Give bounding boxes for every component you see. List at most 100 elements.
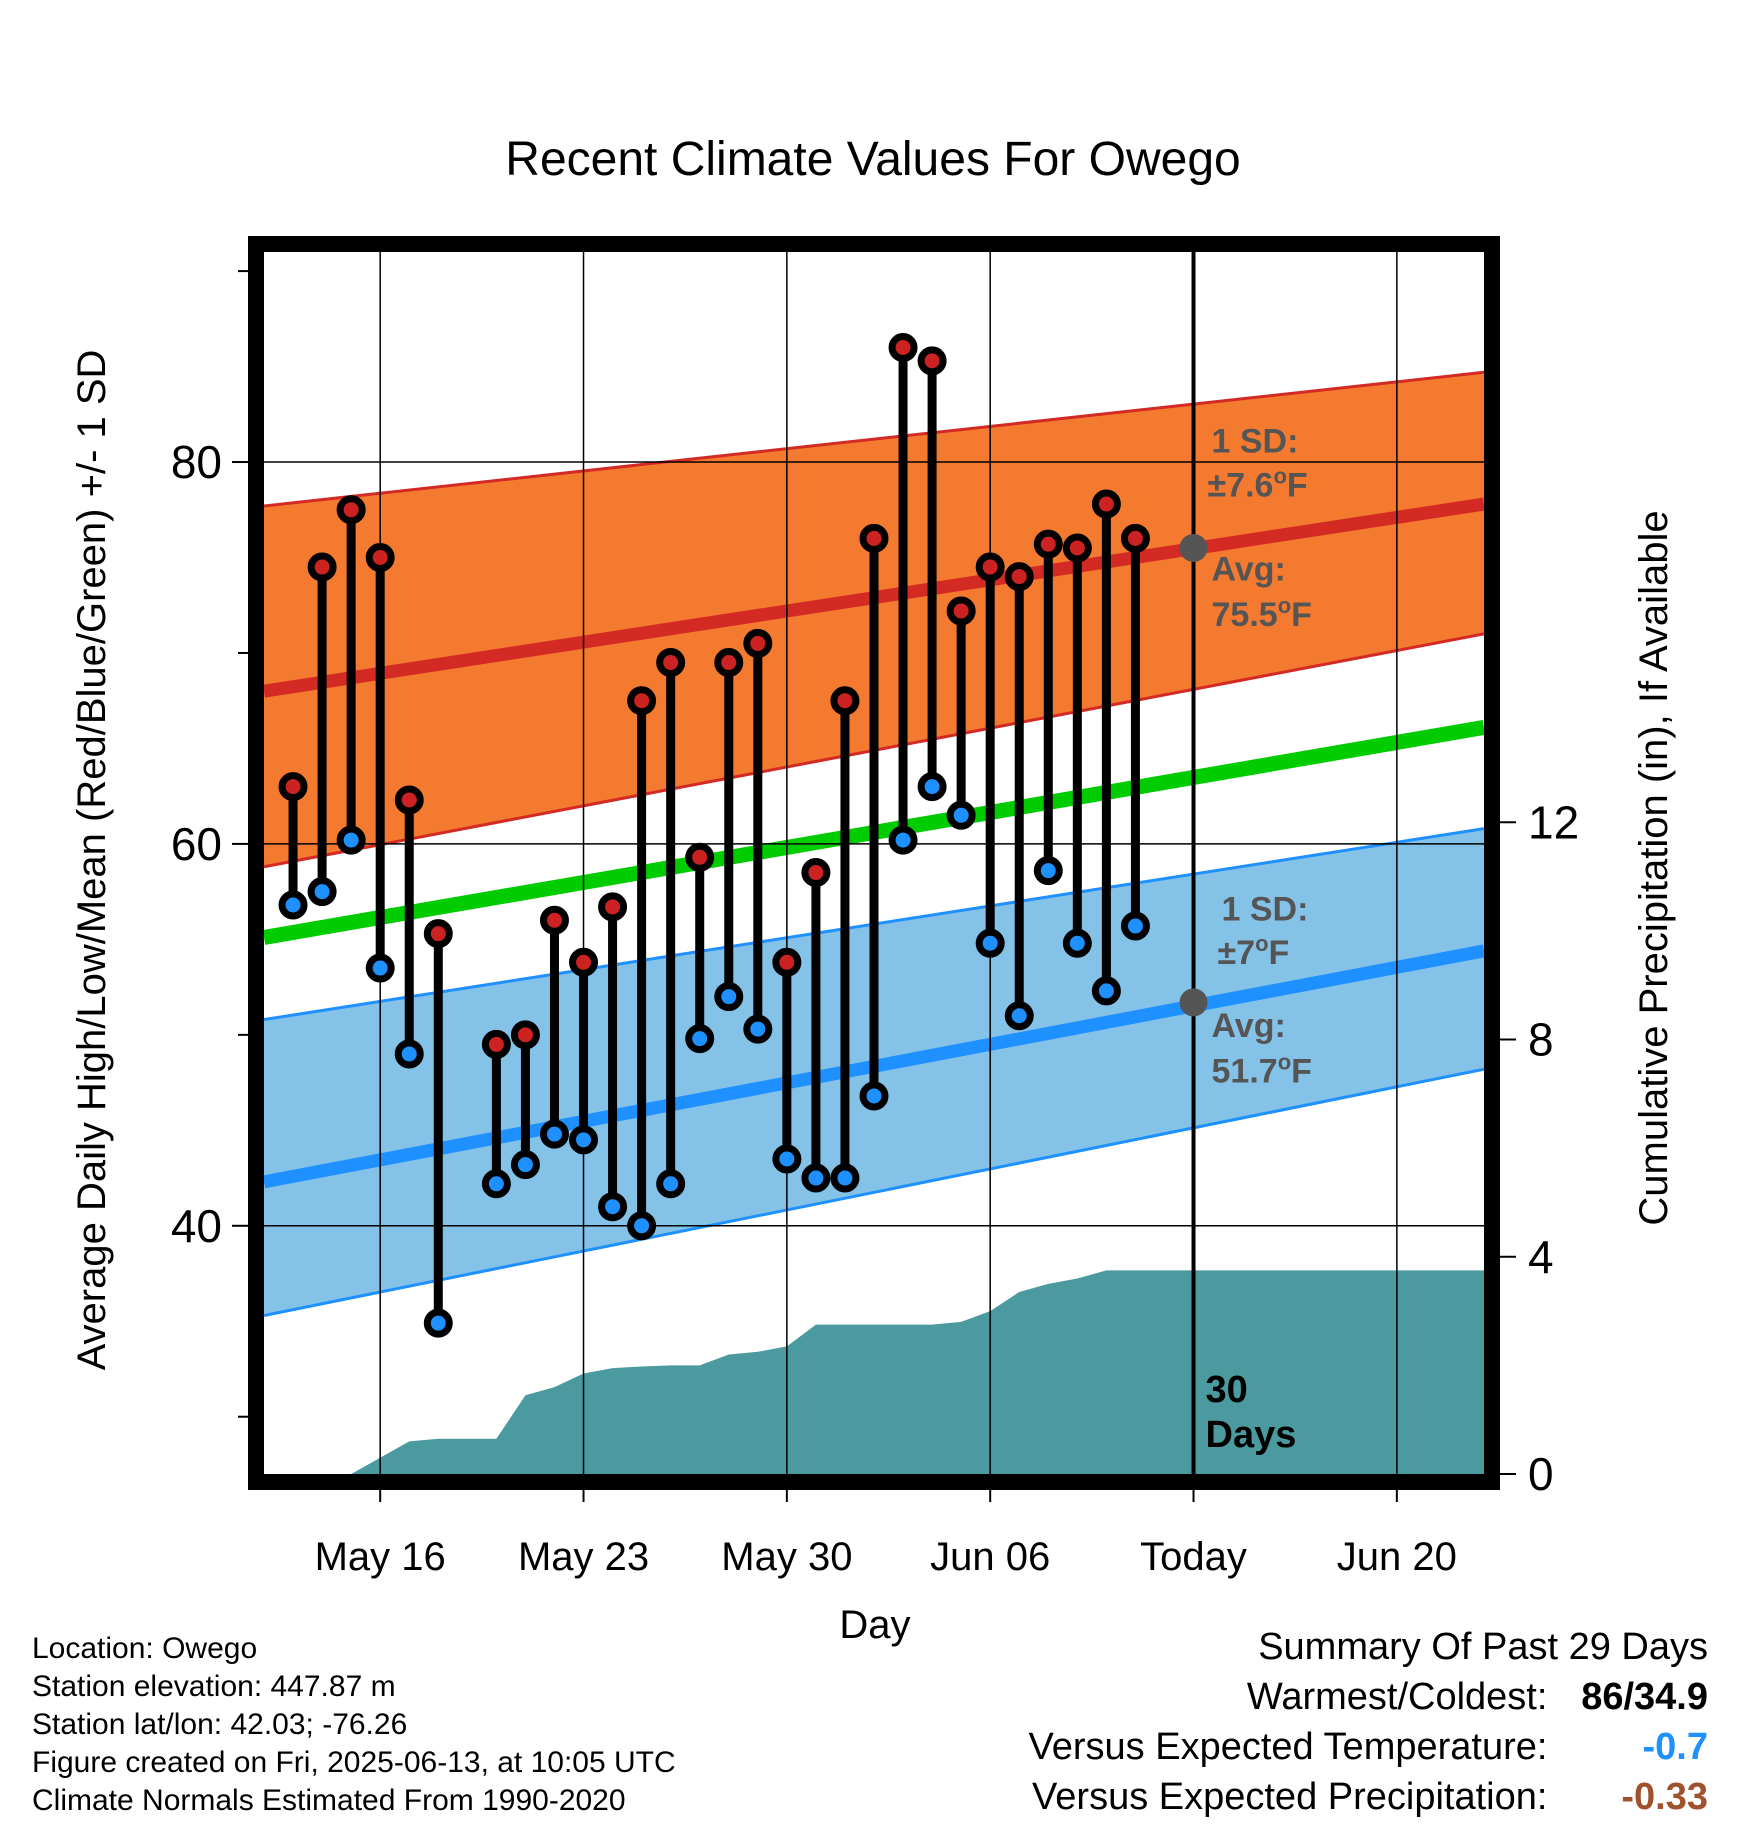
today-low-normal-marker xyxy=(1179,988,1208,1017)
daily-high-point xyxy=(656,648,686,678)
daily-high-point xyxy=(278,772,308,802)
latlon-text: Station lat/lon: 42.03; -76.26 xyxy=(32,1708,408,1741)
daily-high-point xyxy=(946,596,976,626)
low-sd-value: ±7oF xyxy=(1218,931,1290,972)
daily-low-point xyxy=(888,825,918,855)
summary-warmest-row: Warmest/Coldest: 86/34.9 xyxy=(1029,1672,1708,1722)
daily-low-point xyxy=(975,928,1005,958)
daily-low-point xyxy=(336,825,366,855)
daily-low-point xyxy=(772,1144,802,1174)
y2-tick-label: 4 xyxy=(1528,1231,1554,1283)
daily-high-point xyxy=(714,648,744,678)
daily-low-point xyxy=(569,1125,599,1155)
x-tick-label: May 23 xyxy=(518,1535,649,1579)
daily-low-point xyxy=(510,1150,540,1180)
daily-high-point xyxy=(685,842,715,872)
low-avg-value: 51.7oF xyxy=(1212,1050,1312,1091)
daily-low-point xyxy=(830,1163,860,1193)
temp-diff-label: Versus Expected Temperature: xyxy=(1028,1726,1548,1768)
daily-low-point xyxy=(743,1014,773,1044)
y2-tick-label: 8 xyxy=(1528,1014,1554,1066)
daily-low-point xyxy=(1091,976,1121,1006)
daily-low-point xyxy=(1062,928,1092,958)
daily-high-point xyxy=(888,332,918,362)
daily-low-point xyxy=(801,1163,831,1193)
location-text: Location: Owego xyxy=(32,1632,258,1665)
period-label-number: 30 xyxy=(1206,1369,1248,1411)
plot-inner xyxy=(264,252,1484,1474)
y-tick-label: 80 xyxy=(171,436,222,488)
daily-low-point xyxy=(394,1039,424,1069)
daily-low-point xyxy=(598,1192,628,1222)
high-avg-label: Avg: xyxy=(1212,550,1286,588)
x-tick-label: May 30 xyxy=(721,1535,852,1579)
today-high-normal-marker xyxy=(1179,533,1208,562)
low-sd-band-lower-edge xyxy=(264,1067,1484,1317)
precip-area xyxy=(264,1270,1484,1474)
daily-high-point xyxy=(743,628,773,658)
daily-low-point xyxy=(423,1308,453,1338)
y-tick-label: 60 xyxy=(171,818,222,870)
daily-high-point xyxy=(1062,533,1092,563)
daily-low-point xyxy=(1120,911,1150,941)
daily-high-point xyxy=(830,686,860,716)
daily-high-point xyxy=(772,947,802,977)
chart-title: Recent Climate Values For Owego xyxy=(505,133,1240,186)
daily-low-point xyxy=(859,1081,889,1111)
daily-low-point xyxy=(539,1119,569,1149)
x-axis-title: Day xyxy=(839,1603,910,1647)
high-avg-value: 75.5oF xyxy=(1212,593,1312,634)
daily-low-point xyxy=(714,982,744,1012)
low-avg-label: Avg: xyxy=(1212,1007,1286,1045)
high-sd-value: ±7.6oF xyxy=(1208,463,1308,504)
temp-diff-value: -0.7 xyxy=(1642,1726,1708,1768)
daily-high-point xyxy=(975,552,1005,582)
precip-diff-value: -0.33 xyxy=(1621,1776,1708,1818)
daily-high-point xyxy=(1004,562,1034,592)
precip-diff-label: Versus Expected Precipitation: xyxy=(1032,1776,1548,1818)
plot-frame xyxy=(248,236,1500,1490)
daily-high-point xyxy=(627,686,657,716)
y2-tick-label: 12 xyxy=(1528,796,1579,848)
x-tick-label: May 16 xyxy=(315,1535,446,1579)
daily-high-point xyxy=(1033,529,1063,559)
station-info: Location: Owego Station elevation: 447.8… xyxy=(32,1630,676,1820)
daily-low-point xyxy=(481,1169,511,1199)
daily-high-point xyxy=(336,495,366,525)
daily-low-point xyxy=(1033,856,1063,886)
warmest-value: 86/34.9 xyxy=(1581,1676,1708,1718)
low-sd-label: 1 SD: xyxy=(1222,890,1309,928)
summary-title: Summary Of Past 29 Days xyxy=(1258,1626,1708,1668)
daily-high-point xyxy=(598,892,628,922)
x-tick-label: Jun 06 xyxy=(930,1535,1050,1579)
created-text: Figure created on Fri, 2025-06-13, at 10… xyxy=(32,1746,676,1779)
daily-high-point xyxy=(510,1020,540,1050)
daily-low-point xyxy=(365,953,395,983)
period-label-unit: Days xyxy=(1206,1414,1297,1456)
summary-panel: Summary Of Past 29 Days Warmest/Coldest:… xyxy=(1029,1622,1708,1822)
warmest-label: Warmest/Coldest: xyxy=(1246,1676,1548,1718)
summary-precip-row: Versus Expected Precipitation: -0.33 xyxy=(1029,1772,1708,1822)
daily-high-point xyxy=(569,947,599,977)
elevation-text: Station elevation: 447.87 m xyxy=(32,1670,396,1703)
summary-temp-row: Versus Expected Temperature: -0.7 xyxy=(1029,1722,1708,1772)
daily-high-point xyxy=(917,346,947,376)
daily-high-point xyxy=(394,785,424,815)
x-tick-label: Today xyxy=(1140,1535,1247,1579)
y-tick-label: 40 xyxy=(171,1200,222,1252)
high-sd-band-upper-edge xyxy=(264,370,1484,508)
daily-high-point xyxy=(1120,523,1150,553)
daily-low-point xyxy=(1004,1001,1034,1031)
x-tick-label: Jun 20 xyxy=(1337,1535,1457,1579)
daily-high-point xyxy=(307,552,337,582)
y-axis-title: Average Daily High/Low/Mean (Red/Blue/Gr… xyxy=(70,350,114,1371)
normals-text: Climate Normals Estimated From 1990-2020 xyxy=(32,1784,626,1817)
high-sd-label: 1 SD: xyxy=(1212,422,1299,460)
daily-low-point xyxy=(946,800,976,830)
daily-high-point xyxy=(801,858,831,888)
y2-tick-label: 0 xyxy=(1528,1448,1554,1500)
daily-low-point xyxy=(917,772,947,802)
daily-high-point xyxy=(859,523,889,553)
